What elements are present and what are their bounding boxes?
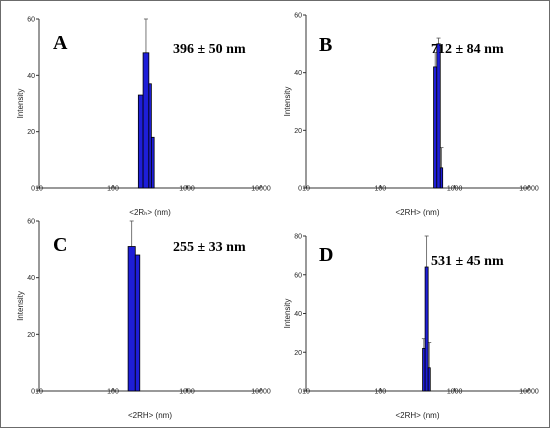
panel-c-bar — [134, 254, 141, 392]
panel-a-x-tick-label: 10000 — [251, 186, 271, 193]
panel-b-x-tick-label: 10000 — [519, 186, 539, 193]
panel-a-x-axis-label: <2Rₕ> (nm) — [129, 208, 171, 217]
panel-c-letter: C — [53, 234, 67, 256]
panel-d-bar — [424, 266, 429, 392]
panel-b-y-tick-label: 40 — [294, 70, 302, 77]
panel-a-letter: A — [53, 32, 68, 54]
panel-b-x-tick-label: 100 — [374, 186, 386, 193]
panel-d-x-tick-label: 10000 — [519, 389, 539, 396]
panel-d-y-tick-label: 80 — [294, 234, 302, 241]
panel-b-bar — [439, 167, 444, 189]
panel-c-x-tick-label: 10000 — [251, 389, 271, 396]
panel-b-size-annotation: 712 ± 84 nm — [431, 42, 504, 57]
panel-d-size-annotation: 531 ± 45 nm — [431, 254, 504, 269]
panel-b-x-tick-label: 1000 — [447, 186, 463, 193]
panel-b-y-tick-label: 20 — [294, 128, 302, 135]
panel-b-y-tick-label: 0 — [298, 186, 302, 193]
panel-c-y-tick-label: 20 — [27, 332, 35, 339]
panel-c-size-annotation: 255 ± 33 nm — [173, 240, 246, 255]
panel-b-y-tick-label: 60 — [294, 13, 302, 20]
panel-d-y-tick-label: 60 — [294, 272, 302, 279]
panel-a-bar — [148, 83, 152, 189]
panel-c-bar — [127, 246, 136, 392]
panel-d-x-tick-label: 1000 — [447, 389, 463, 396]
panel-a-y-tick-label: 20 — [27, 129, 35, 136]
panel-d-letter: D — [319, 244, 333, 266]
panel-a-bar — [150, 136, 155, 189]
panel-c-y-tick-label: 0 — [31, 389, 35, 396]
panel-b-letter: B — [319, 34, 332, 56]
panel-c-y-axis-label: Intensity — [16, 291, 25, 321]
panel-d-y-axis-label: Intensity — [283, 299, 292, 329]
panel-d-y-tick-label: 0 — [298, 389, 302, 396]
panel-a-y-tick-label: 60 — [27, 17, 35, 24]
panel-d-y-tick-label: 40 — [294, 311, 302, 318]
panel-b-bar — [433, 66, 438, 189]
panel-a-x-tick-label: 100 — [107, 186, 119, 193]
panel-d-y-tick-label: 20 — [294, 350, 302, 357]
panel-a-bar — [142, 52, 150, 189]
panel-a-y-tick-label: 40 — [27, 73, 35, 80]
panel-c-x-tick-label: 10 — [35, 389, 43, 396]
panel-a-x-tick-label: 10 — [35, 186, 43, 193]
panel-a-y-tick-label: 0 — [31, 186, 35, 193]
panel-d-x-axis-label: <2RH> (nm) — [395, 411, 439, 420]
panel-c-y-tick-label: 60 — [27, 219, 35, 226]
panel-d-x-tick-label: 100 — [374, 389, 386, 396]
panel-b-y-axis-label: Intensity — [283, 87, 292, 117]
panel-a-y-axis-label: Intensity — [16, 89, 25, 119]
panel-c-x-tick-label: 1000 — [179, 389, 195, 396]
panel-a-bar — [137, 94, 144, 189]
panel-c-y-tick-label: 40 — [27, 275, 35, 282]
panel-d-x-tick-label: 10 — [302, 389, 310, 396]
panel-b-x-axis-label: <2RH> (nm) — [395, 208, 439, 217]
panel-b-bar — [436, 43, 441, 189]
panel-d-bar — [427, 367, 431, 392]
panel-c-x-axis-label: <2RH> (nm) — [128, 411, 172, 420]
panel-a-x-tick-label: 1000 — [179, 186, 195, 193]
panel-b-x-tick-label: 10 — [302, 186, 310, 193]
panel-c-x-tick-label: 100 — [107, 389, 119, 396]
panel-a-size-annotation: 396 ± 50 nm — [173, 42, 246, 57]
